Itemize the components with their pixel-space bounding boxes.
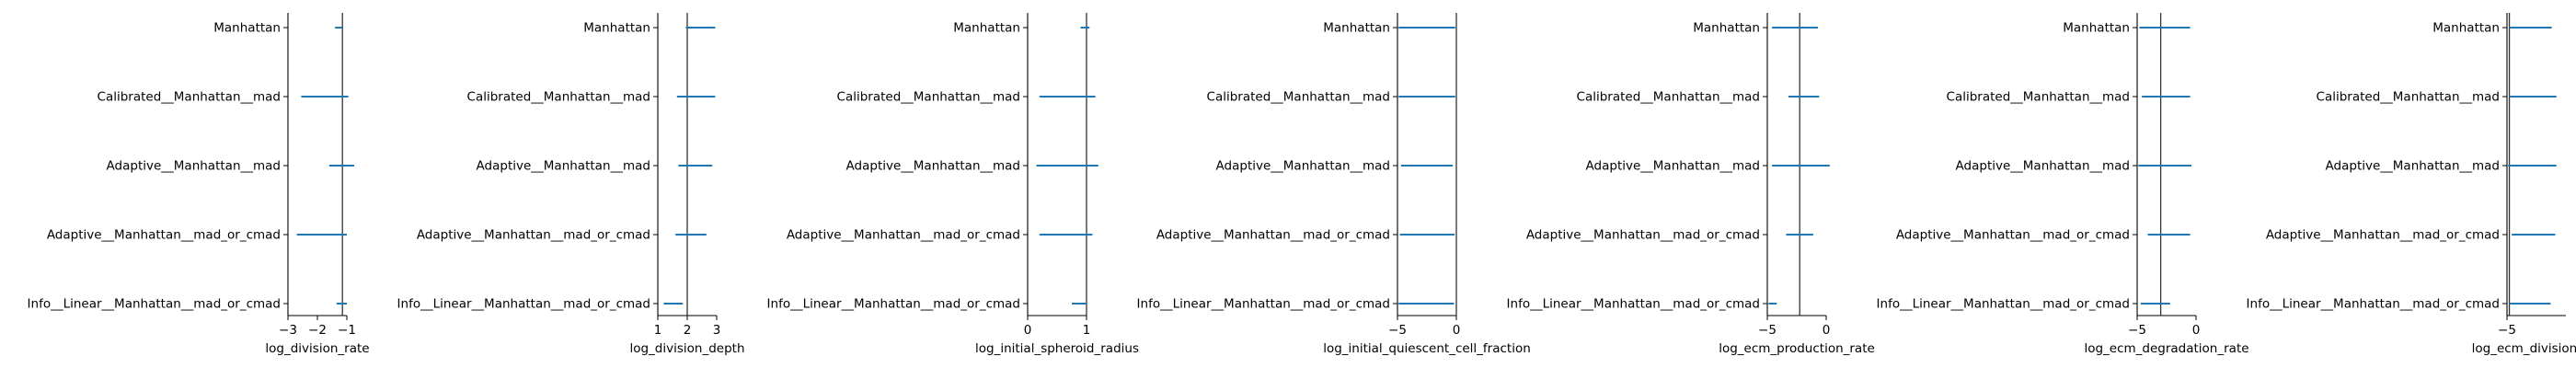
x-tick-label: −5: [1758, 323, 1777, 338]
panel-1: Manhattan Calibrated__Manhattan__mad Adapt…: [28, 13, 370, 356]
x-tick-label: 0: [1453, 323, 1461, 338]
y-tick-label: Calibrated__Manhattan__mad: [1577, 90, 1760, 105]
y-tick-label: Manhattan: [1693, 21, 1760, 36]
x-tick-label: 0: [2192, 323, 2201, 338]
y-tick-label: Manhattan: [953, 21, 1020, 36]
y-tick-label: Adaptive__Manhattan__mad: [477, 159, 650, 174]
y-tick-label: Adaptive__Manhattan__mad: [1216, 159, 1390, 174]
y-tick-label: Calibrated__Manhattan__mad: [837, 90, 1020, 105]
x-tick-label: 0: [1823, 323, 1831, 338]
y-tick-label: Adaptive__Manhattan__mad: [1586, 159, 1760, 174]
y-tick-label: Info__Linear__Manhattan__mad_or_cmad: [767, 297, 1020, 312]
panel-5: Manhattan Calibrated__Manhattan__mad Adapt…: [1507, 13, 1875, 356]
x-tick-label: 1: [1083, 323, 1091, 338]
y-tick-label: Adaptive__Manhattan__mad: [846, 159, 1020, 174]
y-tick-label: Info__Linear__Manhattan__mad_or_cmad: [397, 297, 650, 312]
x-axis-label: log_division_depth: [629, 341, 744, 356]
x-tick-label: −2: [308, 323, 327, 338]
panel-6: Manhattan Calibrated__Manhattan__mad Adapt…: [1877, 13, 2249, 356]
y-tick-label: Adaptive__Manhattan__mad_or_cmad: [1896, 228, 2130, 243]
y-tick-label: Manhattan: [213, 21, 281, 36]
y-tick-label: Calibrated__Manhattan__mad: [467, 90, 650, 105]
x-axis-label: log_ecm_production_rate: [1719, 341, 1875, 356]
x-tick-label: −5: [2128, 323, 2146, 338]
x-tick-label: 2: [684, 323, 692, 338]
x-tick-label: −3: [279, 323, 297, 338]
y-tick-label: Manhattan: [2063, 21, 2130, 36]
y-tick-label: Calibrated__Manhattan__mad: [1207, 90, 1390, 105]
y-tick-label: Calibrated__Manhattan__mad: [98, 90, 281, 105]
y-tick-label: Info__Linear__Manhattan__mad_or_cmad: [28, 297, 281, 312]
panel-4: Manhattan Calibrated__Manhattan__mad Adapt…: [1137, 13, 1531, 356]
y-tick-label: Adaptive__Manhattan__mad_or_cmad: [1526, 228, 1760, 243]
y-tick-label: Manhattan: [1323, 21, 1390, 36]
y-tick-label: Adaptive__Manhattan__mad_or_cmad: [2266, 228, 2500, 243]
x-tick-label: 3: [713, 323, 721, 338]
x-tick-label: −1: [338, 323, 356, 338]
x-axis-label: log_ecm_degradation_rate: [2084, 341, 2248, 356]
y-tick-label: Manhattan: [583, 21, 650, 36]
y-tick-label: Calibrated__Manhattan__mad: [1947, 90, 2130, 105]
y-tick-label: Adaptive__Manhattan__mad_or_cmad: [47, 228, 281, 243]
y-tick-label: Calibrated__Manhattan__mad: [2317, 90, 2500, 105]
x-axis-label: log_initial_quiescent_cell_fraction: [1323, 341, 1531, 356]
x-axis-label: log_ecm_division_thr: [2472, 341, 2576, 356]
y-tick-label: Info__Linear__Manhattan__mad_or_cmad: [2247, 297, 2500, 312]
y-tick-label: Adaptive__Manhattan__mad_or_cmad: [787, 228, 1020, 243]
x-tick-label: 1: [654, 323, 662, 338]
x-tick-label: −5: [2498, 323, 2516, 338]
y-tick-label: Adaptive__Manhattan__mad_or_cmad: [417, 228, 650, 243]
x-axis-label: log_initial_spheroid_radius: [975, 341, 1139, 356]
panel-3: Manhattan Calibrated__Manhattan__mad Adapt…: [767, 13, 1139, 356]
y-tick-label: Info__Linear__Manhattan__mad_or_cmad: [1877, 297, 2130, 312]
x-axis-label: log_division_rate: [265, 341, 369, 356]
y-tick-label: Adaptive__Manhattan__mad: [107, 159, 281, 174]
y-tick-label: Adaptive__Manhattan__mad_or_cmad: [1156, 228, 1390, 243]
panel-7: Manhattan Calibrated__Manhattan__mad Adapt…: [2247, 13, 2576, 356]
y-tick-label: Manhattan: [2432, 21, 2500, 36]
y-tick-label: Info__Linear__Manhattan__mad_or_cmad: [1137, 297, 1390, 312]
x-tick-label: 0: [1024, 323, 1032, 338]
x-tick-label: −5: [1388, 323, 1407, 338]
y-tick-label: Adaptive__Manhattan__mad: [1956, 159, 2130, 174]
y-tick-label: Adaptive__Manhattan__mad: [2326, 159, 2500, 174]
panel-2: Manhattan Calibrated__Manhattan__mad Adapt…: [397, 13, 745, 356]
y-tick-label: Info__Linear__Manhattan__mad_or_cmad: [1507, 297, 1760, 312]
